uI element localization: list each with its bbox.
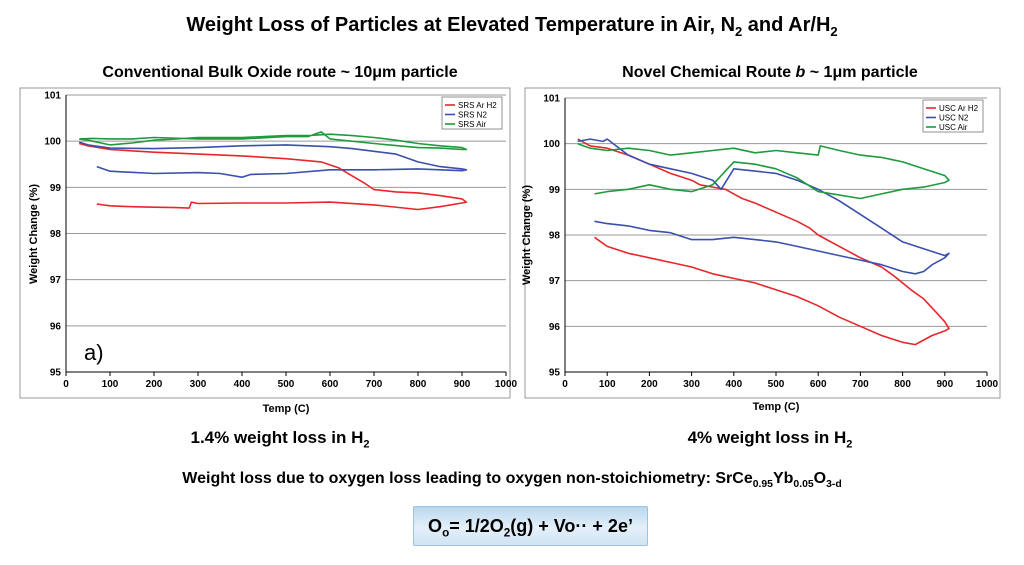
left-caption: 1.4% weight loss in H2 (190, 428, 370, 451)
chart2-x-tick-label: 0 (562, 379, 568, 390)
chart1-y-tick-label: 99 (50, 183, 62, 194)
chart1-x-tick-label: 1000 (495, 379, 518, 390)
defect-equation-box: Oo= 1/2O2(g) + Vo·· + 2e’ (413, 506, 648, 546)
right-chart-subtitle: Novel Chemical Route b ~ 1μm particle (622, 64, 918, 81)
chart2-x-tick-label: 400 (725, 379, 742, 390)
chart2-y-tick-label: 100 (543, 139, 560, 150)
chart1-y-axis-label: Weight Change (%) (28, 184, 40, 284)
stoichiometry-note: Weight loss due to oxygen loss leading t… (182, 470, 842, 491)
chart2-legend-label: USC Air (939, 123, 968, 132)
chart2-y-axis-label: Weight Change (%) (521, 185, 533, 285)
chart1-x-tick-label: 900 (454, 379, 471, 390)
chart2-x-tick-label: 800 (894, 379, 911, 390)
right-caption: 4% weight loss in H2 (687, 428, 853, 451)
chart1-y-tick-label: 95 (50, 368, 62, 379)
chart2-y-tick-label: 97 (549, 276, 561, 287)
chart2-y-tick-label: 98 (549, 231, 561, 242)
chart1-y-tick-label: 101 (44, 91, 61, 102)
chart1-legend-label: SRS N2 (458, 111, 487, 120)
chart1-y-tick-label: 100 (44, 137, 61, 148)
chart1-x-tick-label: 100 (102, 379, 119, 390)
chart2-y-tick-label: 95 (549, 368, 561, 379)
left-chart-subtitle: Conventional Bulk Oxide route ~ 10μm par… (102, 64, 458, 81)
chart1-x-axis-label: Temp (C) (263, 403, 310, 415)
chart1-series-line-3 (79, 131, 468, 151)
chart1-frame (19, 87, 511, 399)
chart1-legend-label: SRS Air (458, 120, 486, 129)
chart1-x-tick-label: 500 (278, 379, 295, 390)
chart1-x-tick-label: 800 (410, 379, 427, 390)
chart1-y-tick-label: 97 (50, 275, 62, 286)
main-title: Weight Loss of Particles at Elevated Tem… (186, 14, 838, 39)
chart2-y-tick-label: 96 (549, 322, 561, 333)
chart1-x-tick-label: 400 (234, 379, 251, 390)
chart2-x-tick-label: 100 (599, 379, 616, 390)
chart2-series-line-1 (577, 138, 950, 346)
chart2-legend-label: USC Ar H2 (939, 104, 979, 113)
chart2-x-tick-label: 200 (641, 379, 658, 390)
chart1-series-line-2 (78, 141, 468, 178)
chart1-x-tick-label: 700 (366, 379, 383, 390)
chart1-x-tick-label: 600 (322, 379, 339, 390)
chart2-x-axis-label: Temp (C) (753, 401, 800, 413)
chart2-x-tick-label: 600 (810, 379, 827, 390)
chart2-x-tick-label: 1000 (976, 379, 999, 390)
chart2-y-tick-label: 101 (543, 94, 560, 105)
chart2-x-tick-label: 300 (683, 379, 700, 390)
chart1-panel-label: a) (84, 340, 104, 365)
chart1-series-line-1 (78, 142, 468, 211)
chart1-x-tick-label: 300 (190, 379, 207, 390)
chart1-legend-label: SRS Ar H2 (458, 101, 497, 110)
chart2-y-tick-label: 99 (549, 185, 561, 196)
chart2-x-tick-label: 900 (936, 379, 953, 390)
chart2-x-tick-label: 500 (768, 379, 785, 390)
chart1-y-tick-label: 96 (50, 321, 62, 332)
chart2-legend-label: USC N2 (939, 114, 969, 123)
chart1-x-tick-label: 0 (63, 379, 69, 390)
chart2-frame (524, 87, 1001, 399)
chart1-x-tick-label: 200 (146, 379, 163, 390)
chart2-series-line-2 (577, 138, 950, 275)
chart2-x-tick-label: 700 (852, 379, 869, 390)
chart2-series-line-3 (577, 142, 950, 200)
chart1-y-tick-label: 98 (50, 229, 62, 240)
